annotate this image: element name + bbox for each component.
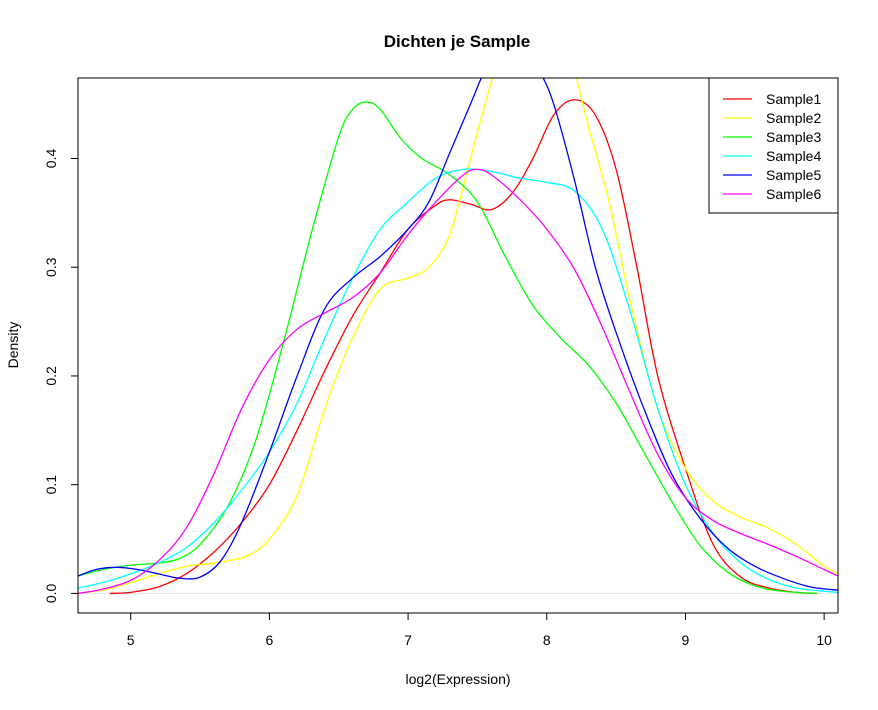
x-tick-label: 9: [682, 632, 690, 648]
y-axis: 0.0 0.1 0.2 0.3 0.4: [43, 149, 78, 603]
legend-label-sample4: Sample4: [766, 148, 821, 164]
series-line-sample3: [78, 101, 818, 595]
legend: Sample1 Sample2 Sample3 Sample4 Sample5 Sampl…: [708, 77, 839, 214]
y-tick-label: 0.3: [43, 257, 59, 277]
x-axis-label: log2(Expression): [405, 671, 510, 687]
plot-frame: [77, 77, 839, 614]
y-tick-label: 0.0: [43, 583, 59, 603]
series-lines: [78, 78, 838, 595]
x-tick-label: 7: [404, 632, 412, 648]
legend-label-sample2: Sample2: [766, 110, 821, 126]
series-line-sample5: [78, 78, 838, 591]
x-tick-label: 10: [816, 632, 832, 648]
x-tick-label: 6: [265, 632, 273, 648]
legend-label-sample6: Sample6: [766, 186, 821, 202]
chart-title: Dichten je Sample: [384, 32, 530, 51]
series-line-sample6: [78, 168, 838, 595]
y-tick-label: 0.4: [43, 149, 59, 169]
y-axis-label: Density: [5, 322, 21, 369]
x-axis: 5 6 7 8 9 10: [127, 613, 832, 648]
legend-box: [708, 77, 839, 214]
x-tick-label: 5: [127, 632, 135, 648]
x-tick-label: 8: [543, 632, 551, 648]
y-tick-label: 0.1: [43, 475, 59, 495]
legend-label-sample3: Sample3: [766, 129, 821, 145]
legend-label-sample1: Sample1: [766, 91, 821, 107]
series-line-sample2: [78, 78, 838, 595]
legend-label-sample5: Sample5: [766, 167, 821, 183]
y-tick-label: 0.2: [43, 366, 59, 386]
